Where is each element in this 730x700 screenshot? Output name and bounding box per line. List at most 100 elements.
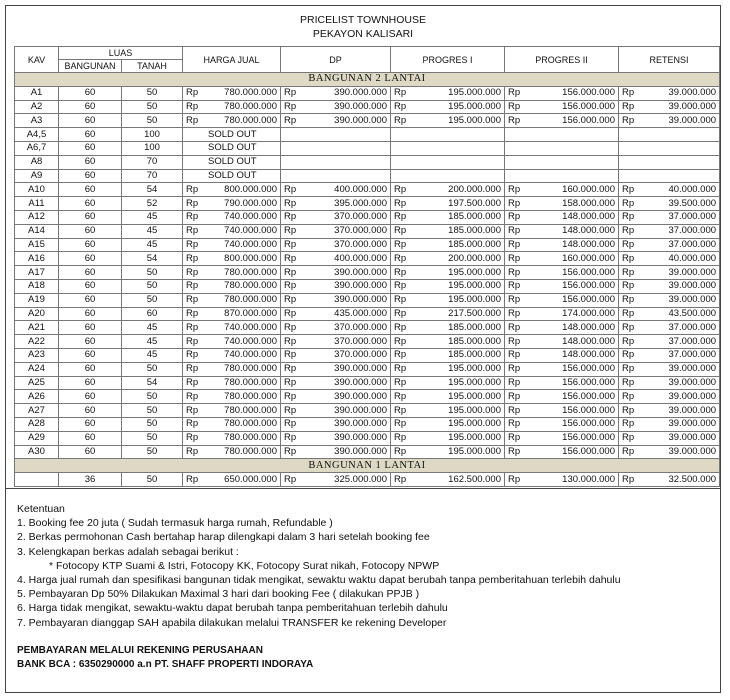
amount: 390.000.000 [334, 87, 388, 99]
money: Rp 217.500.000 [394, 308, 501, 320]
progres_1-cell: Rp 195.000.000 [390, 444, 506, 460]
amount: 395.000.000 [334, 197, 388, 209]
progres_2-cell [504, 127, 620, 142]
progres_2-cell: Rp 156.000.000 [504, 361, 620, 377]
currency: Rp [186, 183, 199, 195]
progres_2-cell: Rp 156.000.000 [504, 292, 620, 308]
amount: 148.000.000 [562, 349, 616, 361]
currency: Rp [186, 335, 199, 347]
progres_1-cell: Rp 195.000.000 [390, 389, 506, 405]
currency: Rp [186, 114, 199, 126]
currency: Rp [622, 321, 635, 333]
section-row: BANGUNAN 2 LANTAI [13, 72, 721, 87]
money: Rp 790.000.000 [186, 198, 277, 210]
amount: 148.000.000 [562, 211, 616, 223]
harga_jual-cell: Rp 800.000.000 [182, 182, 282, 198]
currency: Rp [508, 197, 521, 209]
currency: Rp [284, 335, 297, 347]
money: Rp 39.000.000 [622, 101, 716, 113]
currency: Rp [284, 418, 297, 430]
bangunan-cell: 60 [58, 85, 122, 101]
bangunan-cell: 60 [58, 334, 122, 349]
amount: 390.000.000 [334, 363, 388, 375]
harga_jual-cell: SOLD OUT [182, 127, 282, 142]
currency: Rp [394, 114, 407, 126]
amount: 780.000.000 [224, 280, 278, 292]
amount: 185.000.000 [448, 211, 502, 223]
currency: Rp [394, 363, 407, 375]
tanah-cell: 50 [120, 430, 184, 446]
dp-cell: Rp 370.000.000 [280, 209, 392, 225]
money: Rp 39.000.000 [622, 294, 716, 306]
header-cell: BANGUNAN [58, 59, 122, 73]
money: Rp 39.000.000 [622, 87, 716, 99]
progres_1-cell: Rp 195.000.000 [390, 99, 506, 115]
currency: Rp [622, 266, 635, 278]
amount: 195.000.000 [448, 363, 502, 375]
amount: 390.000.000 [334, 114, 388, 126]
harga_jual-cell: Rp 780.000.000 [182, 85, 282, 101]
amount: 39.500.000 [668, 197, 717, 209]
harga_jual-cell: Rp 780.000.000 [182, 389, 282, 405]
data-row: A11 60 52 Rp 790.000.000 Rp 395.000.000 Rp 197.5… [14, 196, 721, 211]
dp-cell [280, 154, 392, 170]
progres_1-cell [390, 154, 506, 170]
bangunan-cell: 60 [58, 127, 122, 142]
retensi-cell: Rp 32.500.000 [618, 472, 721, 487]
dp-cell: Rp 390.000.000 [280, 278, 392, 294]
amount: 195.000.000 [448, 266, 502, 278]
amount: 780.000.000 [224, 445, 278, 457]
currency: Rp [284, 307, 297, 319]
currency: Rp [284, 211, 297, 223]
amount: 156.000.000 [562, 404, 616, 416]
header-cell: HARGA JUAL [182, 46, 282, 73]
money: Rp 395.000.000 [284, 198, 387, 210]
progres_1-cell: Rp 195.000.000 [390, 278, 506, 294]
money: Rp 156.000.000 [508, 377, 615, 389]
currency: Rp [622, 445, 635, 457]
money: Rp 780.000.000 [186, 405, 277, 417]
money: Rp 195.000.000 [394, 446, 501, 458]
currency: Rp [394, 335, 407, 347]
progres_1-cell: Rp 195.000.000 [390, 292, 506, 308]
money: Rp 390.000.000 [284, 294, 387, 306]
bangunan-cell: 60 [58, 196, 122, 211]
progres_1-cell: Rp 185.000.000 [390, 320, 506, 336]
currency: Rp [284, 252, 297, 264]
currency: Rp [508, 225, 521, 237]
progres_2-cell: Rp 148.000.000 [504, 334, 620, 349]
dp-cell: Rp 390.000.000 [280, 444, 392, 460]
currency: Rp [394, 211, 407, 223]
amount: 800.000.000 [224, 183, 278, 195]
money: Rp 156.000.000 [508, 87, 615, 99]
kav-cell: A12 [14, 209, 59, 225]
amount: 790.000.000 [224, 197, 278, 209]
bangunan-cell: 60 [58, 444, 122, 460]
harga_jual-cell: SOLD OUT [182, 168, 282, 184]
currency: Rp [394, 432, 407, 444]
amount: 39.000.000 [668, 114, 717, 126]
currency: Rp [186, 280, 199, 292]
amount: 162.500.000 [448, 473, 502, 485]
money: Rp 195.000.000 [394, 280, 501, 292]
amount: 185.000.000 [448, 349, 502, 361]
amount: 39.000.000 [668, 445, 717, 457]
amount: 158.000.000 [562, 197, 616, 209]
progres_2-cell: Rp 156.000.000 [504, 430, 620, 446]
progres_2-cell: Rp 156.000.000 [504, 113, 620, 129]
note-item: 6. Harga tidak mengikat, sewaktu-waktu d… [17, 602, 448, 615]
bangunan-cell: 60 [58, 375, 122, 391]
kav-cell: A18 [14, 278, 59, 294]
currency: Rp [186, 307, 199, 319]
amount: 39.000.000 [668, 432, 717, 444]
dp-cell: Rp 370.000.000 [280, 347, 392, 363]
amount: 370.000.000 [334, 335, 388, 347]
currency: Rp [508, 252, 521, 264]
currency: Rp [284, 349, 297, 361]
money: Rp 37.000.000 [622, 336, 716, 348]
money: Rp 185.000.000 [394, 225, 501, 237]
currency: Rp [394, 349, 407, 361]
amount: 370.000.000 [334, 238, 388, 250]
retensi-cell: Rp 37.000.000 [618, 209, 721, 225]
harga_jual-cell: Rp 740.000.000 [182, 334, 282, 349]
